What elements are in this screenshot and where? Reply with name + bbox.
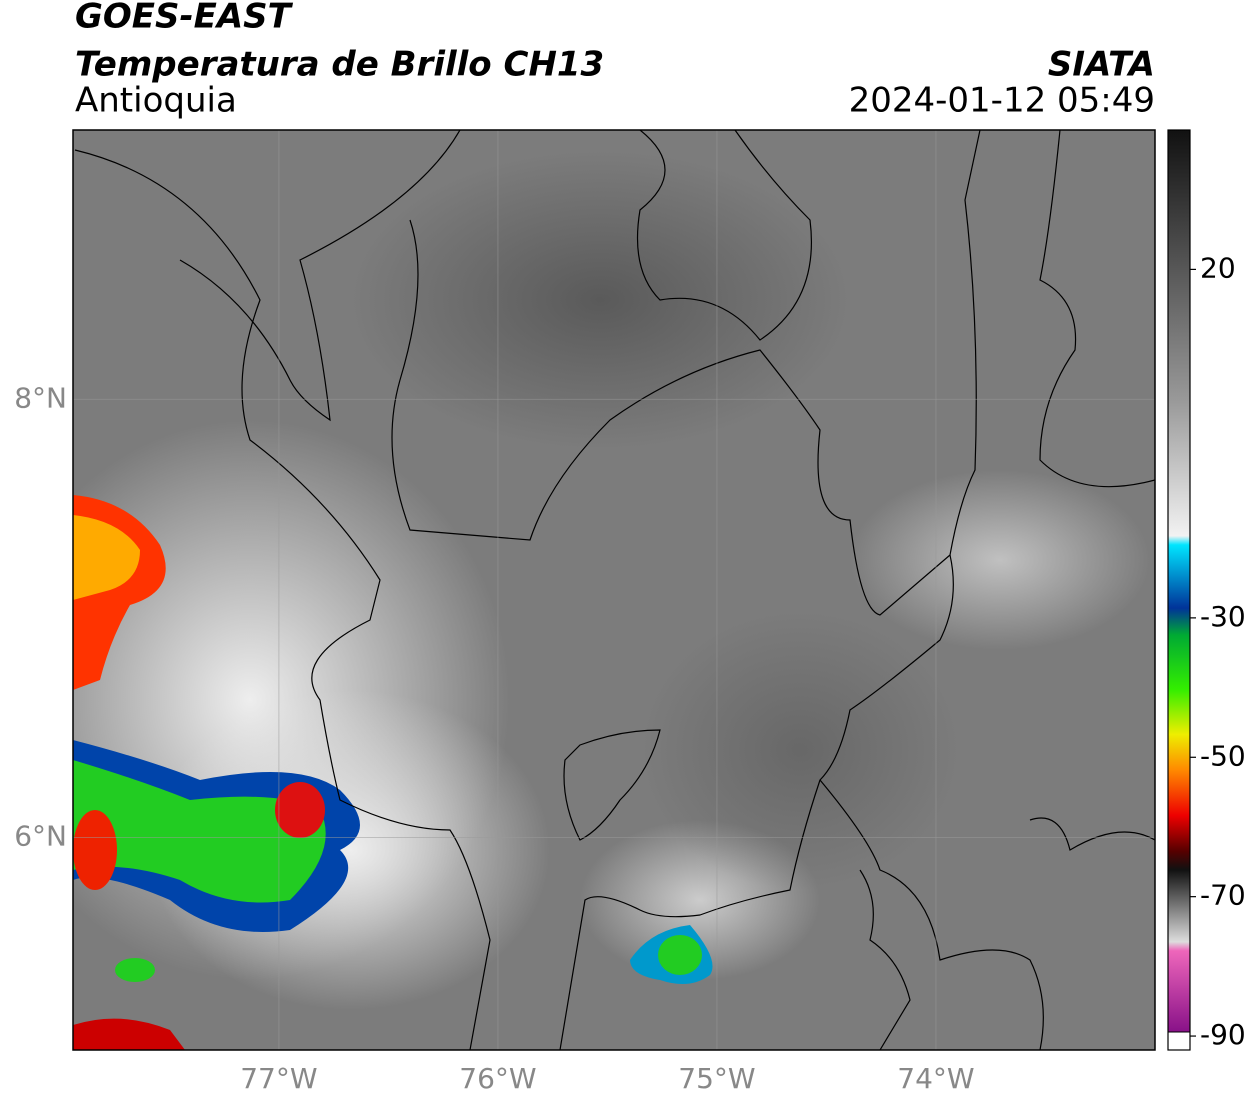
- source: SIATA: [1048, 45, 1155, 85]
- region: Antioquia: [75, 81, 237, 121]
- lon-label: 77°W: [240, 1062, 317, 1095]
- colorbar-tick-label: -90: [1200, 1018, 1246, 1051]
- colorbar-tick-label: 20: [1200, 251, 1236, 284]
- title: GOES-EAST: [75, 0, 294, 37]
- colorbar-tick-label: -70: [1200, 879, 1246, 912]
- subtitle: Temperatura de Brillo CH13: [75, 45, 604, 85]
- lon-label: 74°W: [897, 1062, 974, 1095]
- lon-label: 75°W: [678, 1062, 755, 1095]
- datetime: 2024-01-12 05:49: [849, 81, 1155, 121]
- map-frame: [72, 129, 1156, 1051]
- colorbar-tick-label: -30: [1200, 600, 1246, 633]
- graticule: [73, 130, 1155, 1050]
- lat-label: 8°N: [14, 381, 67, 414]
- colorbar-frame: [1167, 129, 1191, 1051]
- colorbar-tick-label: -50: [1200, 739, 1246, 772]
- colorbar: [1168, 130, 1190, 1032]
- lon-label: 76°W: [459, 1062, 536, 1095]
- satellite-image: [73, 130, 1155, 1050]
- colorbar-under: [1167, 1031, 1191, 1051]
- lat-label: 6°N: [14, 820, 67, 853]
